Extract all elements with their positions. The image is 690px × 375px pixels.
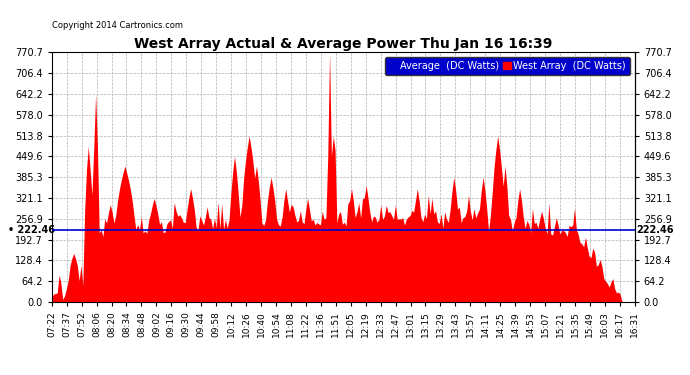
- Text: 222.46: 222.46: [636, 225, 673, 235]
- Title: West Array Actual & Average Power Thu Jan 16 16:39: West Array Actual & Average Power Thu Ja…: [134, 38, 553, 51]
- Legend: Average  (DC Watts), West Array  (DC Watts): Average (DC Watts), West Array (DC Watts…: [385, 57, 630, 75]
- Text: Copyright 2014 Cartronics.com: Copyright 2014 Cartronics.com: [52, 21, 183, 30]
- Text: • 222.46: • 222.46: [8, 225, 55, 235]
